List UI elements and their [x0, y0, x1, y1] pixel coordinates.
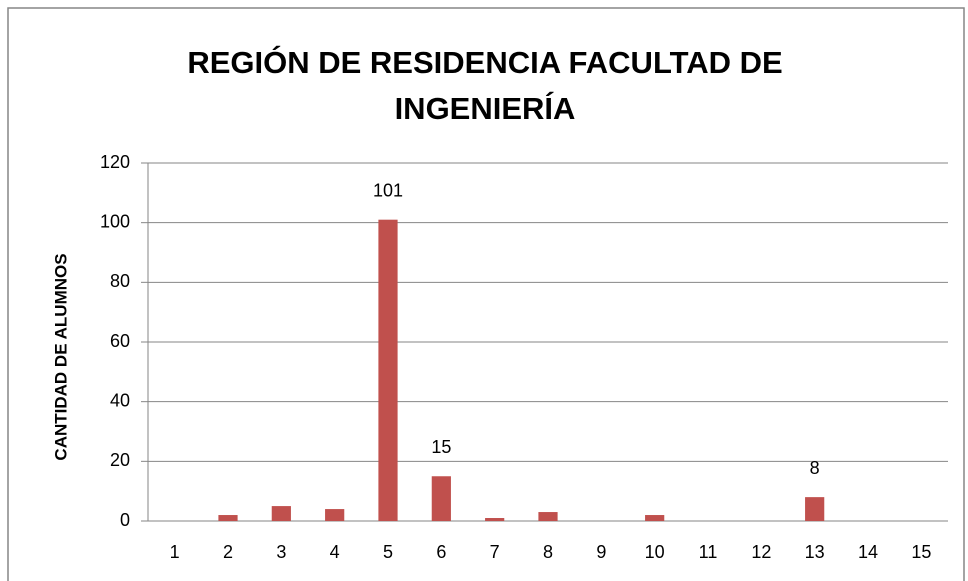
bar — [218, 515, 238, 521]
x-tick-label: 13 — [805, 542, 825, 562]
y-tick-label: 100 — [100, 211, 130, 231]
y-tick-label: 20 — [110, 450, 130, 470]
bar — [645, 515, 665, 521]
x-tick-label: 14 — [858, 542, 878, 562]
x-tick-label: 11 — [699, 542, 718, 562]
x-tick-label: 8 — [543, 542, 553, 562]
bar — [378, 219, 398, 521]
x-tick-label: 15 — [911, 542, 931, 562]
x-tick-label: 1 — [170, 542, 180, 562]
x-tick-label: 10 — [645, 542, 665, 562]
chart-border — [7, 7, 965, 581]
x-tick-label: 5 — [383, 542, 393, 562]
bar — [431, 476, 451, 521]
x-tick-label: 3 — [276, 542, 286, 562]
y-axis-label: CANTIDAD DE ALUMNOS — [51, 253, 70, 460]
y-tick-label: 80 — [110, 271, 130, 291]
y-tick-label: 60 — [110, 331, 130, 351]
y-tick-label: 120 — [100, 152, 130, 172]
x-tick-label: 7 — [490, 542, 500, 562]
x-tick-label: 2 — [223, 542, 233, 562]
bar — [271, 506, 291, 521]
bar — [805, 497, 825, 521]
y-tick-label: 0 — [120, 510, 130, 530]
x-tick-label: 12 — [751, 542, 771, 562]
x-tick-label: 6 — [436, 542, 446, 562]
data-label: 15 — [431, 437, 451, 457]
chart-title: REGIÓN DE RESIDENCIA FACULTAD DE INGENIE… — [187, 45, 783, 126]
bar — [485, 518, 505, 521]
y-tick-label: 40 — [110, 390, 130, 410]
bar — [325, 509, 345, 521]
data-label: 101 — [373, 180, 403, 200]
data-label: 8 — [810, 458, 820, 478]
x-tick-label: 9 — [596, 542, 606, 562]
x-tick-label: 4 — [330, 542, 340, 562]
bar — [538, 512, 558, 521]
